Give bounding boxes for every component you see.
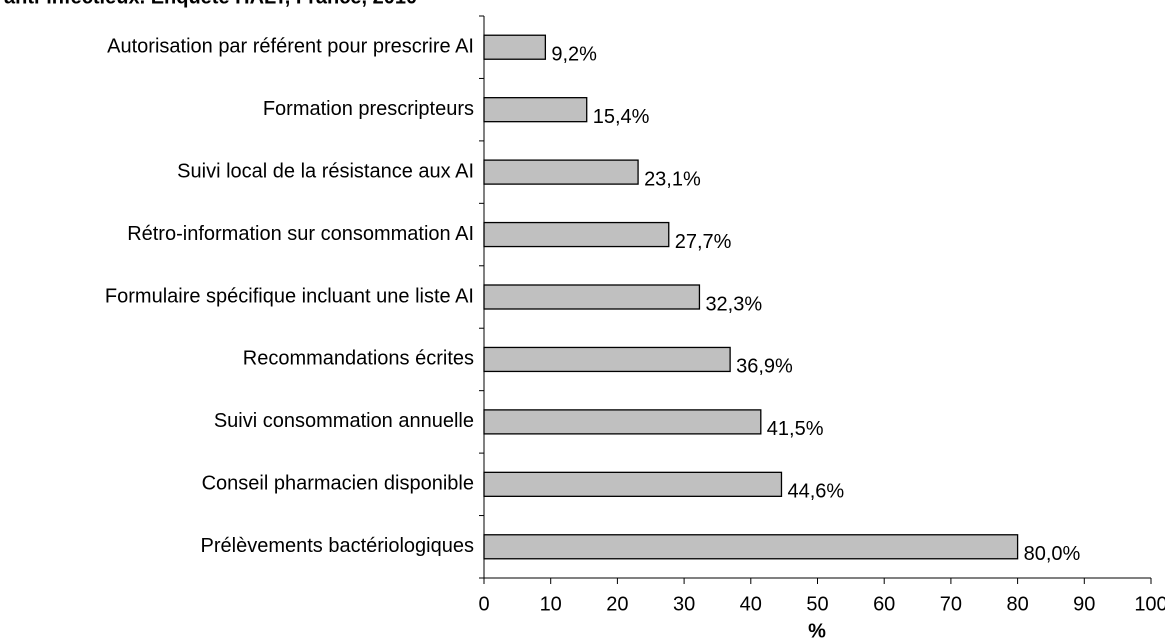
- bar: [483, 409, 762, 435]
- y-tick-label: Formulaire spécifique incluant une liste…: [105, 285, 474, 307]
- value-label: 15,4%: [593, 106, 650, 128]
- y-tick-label: Conseil pharmacien disponible: [202, 473, 474, 495]
- x-tick-label: 70: [940, 593, 962, 615]
- x-tick-label: 60: [873, 593, 895, 615]
- x-tick-label: 90: [1073, 593, 1095, 615]
- value-label: 9,2%: [551, 44, 597, 66]
- y-tick-label: Autorisation par référent pour prescrire…: [107, 36, 474, 58]
- bar: [483, 97, 588, 123]
- value-label: 27,7%: [675, 231, 732, 253]
- x-tick-label: 30: [673, 593, 695, 615]
- bar: [483, 534, 1019, 560]
- y-tick-label: Recommandations écrites: [243, 348, 474, 370]
- x-axis-label: %: [808, 620, 826, 641]
- value-label: 41,5%: [767, 418, 824, 440]
- y-tick-label: Rétro-information sur consommation AI: [127, 223, 474, 245]
- bar: [483, 471, 783, 497]
- x-tick-label: 40: [740, 593, 762, 615]
- x-tick-label: 100: [1134, 593, 1165, 615]
- bar: [483, 346, 731, 373]
- x-tick-label: 50: [806, 593, 828, 615]
- x-tick-label: 0: [478, 593, 489, 615]
- y-tick-label: Formation prescripteurs: [263, 98, 474, 120]
- value-label: 44,6%: [787, 481, 844, 503]
- y-tick-label: Suivi consommation annuelle: [214, 410, 474, 432]
- bar: [483, 284, 701, 310]
- value-label: 23,1%: [644, 168, 701, 190]
- value-label: 80,0%: [1024, 543, 1081, 565]
- y-tick-label: Prélèvements bactériologiques: [201, 535, 475, 557]
- bar: [483, 34, 547, 60]
- bar: [483, 159, 639, 185]
- value-label: 36,9%: [736, 356, 793, 378]
- value-label: 32,3%: [705, 293, 762, 315]
- chart-title: anti-infectieux. Enquête HALT, France, 2…: [4, 0, 417, 8]
- x-tick-label: 80: [1006, 593, 1028, 615]
- y-tick-label: Suivi local de la résistance aux AI: [177, 160, 474, 182]
- x-tick-label: 20: [606, 593, 628, 615]
- x-tick-label: 10: [540, 593, 562, 615]
- bar: [483, 221, 670, 248]
